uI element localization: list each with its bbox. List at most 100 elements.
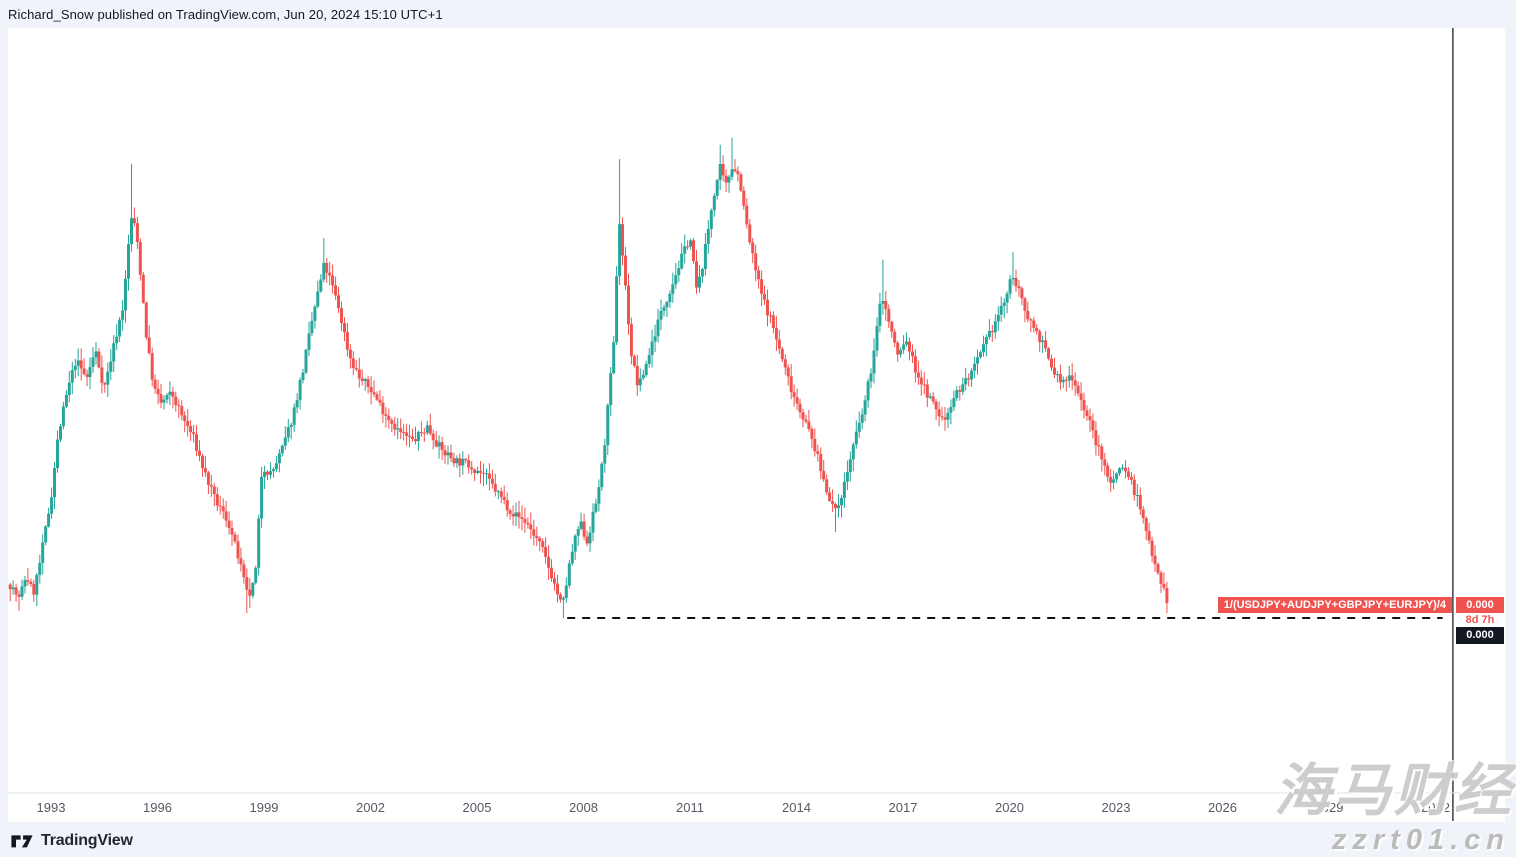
- candlestick-chart[interactable]: 1993 1996 1999 2002 2005 2008 2011 2014 2017 2020…: [8, 28, 1505, 822]
- candle-body: [724, 175, 728, 183]
- candle-body: [325, 262, 329, 273]
- candle-body: [76, 360, 80, 366]
- candle-body: [538, 538, 542, 542]
- candle-body: [363, 379, 367, 381]
- candle-body: [230, 528, 234, 535]
- candle-body: [544, 547, 548, 557]
- candle-body: [884, 301, 888, 310]
- candle-body: [419, 431, 423, 433]
- candle-body: [878, 303, 882, 327]
- tradingview-brand-text: TradingView: [41, 832, 133, 849]
- candle-body: [786, 367, 790, 377]
- candle-body: [47, 513, 51, 527]
- candle-body: [890, 321, 894, 332]
- candle-body: [67, 382, 71, 395]
- candle-wick: [968, 373, 970, 387]
- chart-pane[interactable]: 1993 1996 1999 2002 2005 2008 2011 2014 2017 2020…: [8, 28, 1505, 822]
- candle-body: [949, 407, 953, 413]
- candle-body: [186, 421, 190, 427]
- candle-body: [659, 310, 663, 320]
- candle-body: [993, 321, 997, 333]
- candle-wick: [503, 485, 505, 505]
- candle-body: [1050, 358, 1053, 368]
- candle-body: [842, 481, 846, 498]
- candle-wick: [941, 406, 943, 421]
- candle-body: [393, 423, 397, 430]
- candle-body: [845, 472, 849, 482]
- candle-body: [56, 439, 59, 469]
- candle-body: [369, 386, 373, 393]
- candle-body: [375, 394, 379, 400]
- candle-body: [508, 510, 512, 514]
- candle-body: [695, 261, 698, 288]
- candle-wick: [420, 421, 422, 437]
- year-axis-label: 2005: [463, 800, 492, 815]
- candle-body: [511, 514, 515, 517]
- candle-body: [499, 491, 503, 497]
- candle-body: [925, 384, 929, 398]
- candle-body: [384, 414, 388, 416]
- year-axis-label: 2002: [356, 800, 385, 815]
- candle-body: [1079, 393, 1083, 400]
- candle-body: [476, 470, 480, 473]
- candle-body: [783, 359, 787, 368]
- candle-body: [295, 400, 299, 408]
- candle-body: [597, 487, 601, 504]
- candle-body: [236, 541, 240, 559]
- candle-body: [11, 587, 15, 590]
- candles-series[interactable]: [8, 137, 1169, 618]
- candle-body: [822, 471, 826, 480]
- candle-body: [733, 169, 737, 172]
- candle-body: [769, 315, 772, 317]
- candle-body: [712, 195, 716, 211]
- candle-wick: [509, 508, 511, 520]
- candle-wick: [219, 495, 221, 515]
- time-axis[interactable]: 1993 1996 1999 2002 2005 2008 2011 2014 2017 2020…: [37, 800, 1450, 815]
- candle-wick: [959, 385, 961, 401]
- candle-body: [647, 355, 651, 364]
- candle-body: [869, 373, 873, 382]
- candle-body: [61, 406, 65, 427]
- candle-body: [606, 405, 610, 446]
- footer-brand[interactable]: TradingView: [10, 828, 133, 854]
- candle-wick: [1003, 298, 1005, 319]
- candle-body: [600, 463, 604, 488]
- candle-wick: [835, 502, 836, 532]
- candle-body: [416, 431, 420, 442]
- candle-wick: [687, 240, 689, 251]
- series-symbol-label[interactable]: 1/(USDJPY+AUDJPY+GBPJPY+EURJPY)/4: [1217, 597, 1452, 613]
- candle-body: [840, 498, 843, 506]
- candle-body: [730, 169, 734, 177]
- candle-body: [662, 307, 666, 311]
- candle-body: [455, 458, 459, 464]
- alt-price-badge: 0.000: [1456, 627, 1504, 644]
- candle-body: [452, 458, 456, 464]
- candle-body: [79, 360, 83, 369]
- candle-body: [692, 240, 695, 262]
- candle-wick: [429, 413, 431, 436]
- candle-body: [203, 468, 207, 473]
- candle-body: [526, 522, 530, 525]
- candle-body: [331, 275, 335, 286]
- candle-body: [632, 356, 636, 366]
- candle-wick: [133, 207, 135, 227]
- candle-body: [683, 246, 687, 254]
- candle-body: [668, 293, 672, 302]
- candle-body: [408, 435, 411, 437]
- candle-body: [671, 284, 675, 294]
- candle-body: [556, 583, 559, 595]
- candle-wick: [486, 468, 487, 485]
- candle-body: [1005, 293, 1009, 303]
- candle-body: [505, 500, 509, 511]
- candle-body: [242, 564, 246, 578]
- candle-body: [970, 370, 974, 380]
- candle-body: [135, 223, 139, 242]
- candle-body: [810, 429, 814, 439]
- candle-wick: [131, 163, 132, 252]
- candle-wick: [923, 372, 925, 395]
- candle-body: [171, 391, 175, 397]
- candle-body: [535, 535, 539, 538]
- candle-wick: [805, 414, 807, 424]
- candle-body: [198, 450, 201, 456]
- candle-body: [458, 458, 462, 466]
